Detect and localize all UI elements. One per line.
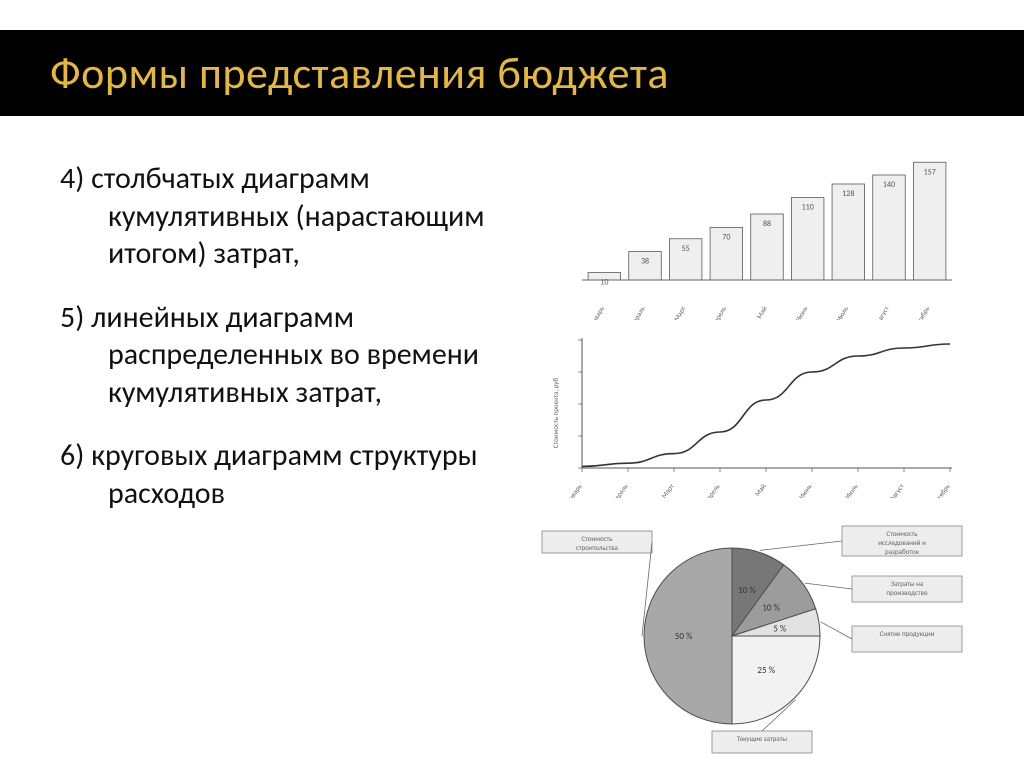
svg-text:Снятие продукции: Снятие продукции: [880, 629, 935, 638]
bullet-list: 4) столбчатых диаграмм кумулятивных (нар…: [60, 150, 510, 747]
bullet-text: 6) круговых диаграмм структуры расходов: [60, 437, 510, 512]
title-divider: [0, 120, 1024, 122]
bar-chart-svg: 10 Январь 38 Февраль 55 Март 70 Апрель 88 Май 110 И…: [542, 150, 962, 320]
svg-text:Июль: Июль: [834, 304, 850, 320]
svg-text:5 %: 5 %: [773, 623, 787, 634]
svg-text:Август: Август: [874, 304, 891, 320]
svg-text:Стоимость: Стоимость: [886, 529, 918, 538]
svg-text:Январь: Январь: [588, 304, 607, 320]
svg-text:140: 140: [883, 180, 895, 190]
svg-text:разработок: разработок: [885, 547, 920, 556]
svg-text:исследований и: исследований и: [878, 538, 926, 547]
line-chart-ylabel: Стоимость проекта, руб: [551, 377, 560, 448]
line-chart: Стоимость проекта, руб Январь Февраль Март…: [542, 328, 962, 498]
svg-text:110: 110: [802, 203, 814, 213]
svg-text:Сентябрь: Сентябрь: [910, 304, 932, 320]
pie-chart: 50 %10 %10 %5 %25 % Стоимостьстроительст…: [532, 506, 972, 756]
svg-text:25 %: 25 %: [757, 665, 775, 676]
svg-text:Май: Май: [754, 304, 768, 320]
svg-text:Январь: Январь: [564, 481, 584, 498]
svg-text:Апрель: Апрель: [709, 304, 728, 320]
svg-text:строительства: строительства: [576, 543, 618, 552]
svg-text:Июль: Июль: [843, 481, 860, 498]
svg-text:Затраты на: Затраты на: [891, 579, 923, 588]
svg-text:Март: Март: [659, 482, 676, 498]
svg-text:Май: Май: [753, 482, 768, 498]
charts-column: 10 Январь 38 Февраль 55 Март 70 Апрель 88 Май 110 И…: [510, 150, 994, 747]
svg-text:157: 157: [924, 167, 936, 177]
svg-text:Июнь: Июнь: [793, 304, 809, 320]
slide: Формы представления бюджета 4) столбчаты…: [0, 0, 1024, 767]
bullet-item: 6) круговых диаграмм структуры расходов: [60, 437, 510, 512]
slide-title: Формы представления бюджета: [50, 46, 669, 100]
svg-text:Текущие затраты: Текущие затраты: [737, 734, 787, 743]
bar-chart: 10 Январь 38 Февраль 55 Март 70 Апрель 88 Май 110 И…: [542, 150, 962, 320]
svg-text:Март: Март: [672, 304, 688, 320]
svg-text:10: 10: [600, 278, 608, 288]
svg-text:Стоимость: Стоимость: [581, 534, 613, 543]
svg-text:50 %: 50 %: [675, 631, 693, 642]
svg-text:10 %: 10 %: [738, 585, 756, 596]
title-bar: Формы представления бюджета: [0, 30, 1024, 116]
svg-text:Август: Август: [888, 482, 906, 498]
svg-text:Февраль: Февраль: [608, 481, 630, 498]
line-chart-svg: Стоимость проекта, руб Январь Февраль Март…: [542, 328, 962, 498]
slide-body: 4) столбчатых диаграмм кумулятивных (нар…: [60, 150, 994, 747]
svg-text:70: 70: [722, 233, 730, 243]
svg-text:128: 128: [842, 189, 854, 199]
svg-text:производство: производство: [886, 588, 927, 597]
svg-text:Февраль: Февраль: [626, 304, 647, 320]
svg-text:88: 88: [763, 219, 771, 229]
bullet-item: 5) линейных диаграмм распределенных во в…: [60, 299, 510, 412]
svg-text:Апрель: Апрель: [702, 481, 722, 498]
svg-text:55: 55: [682, 244, 690, 254]
svg-text:Сентябрь: Сентябрь: [928, 481, 952, 498]
svg-text:38: 38: [641, 257, 649, 267]
bullet-text: 4) столбчатых диаграмм кумулятивных (нар…: [60, 160, 510, 273]
bullet-text: 5) линейных диаграмм распределенных во в…: [60, 299, 510, 412]
svg-text:Июнь: Июнь: [797, 481, 814, 498]
pie-chart-svg: 50 %10 %10 %5 %25 % Стоимостьстроительст…: [532, 506, 972, 756]
svg-text:10 %: 10 %: [762, 603, 780, 614]
bullet-item: 4) столбчатых диаграмм кумулятивных (нар…: [60, 160, 510, 273]
